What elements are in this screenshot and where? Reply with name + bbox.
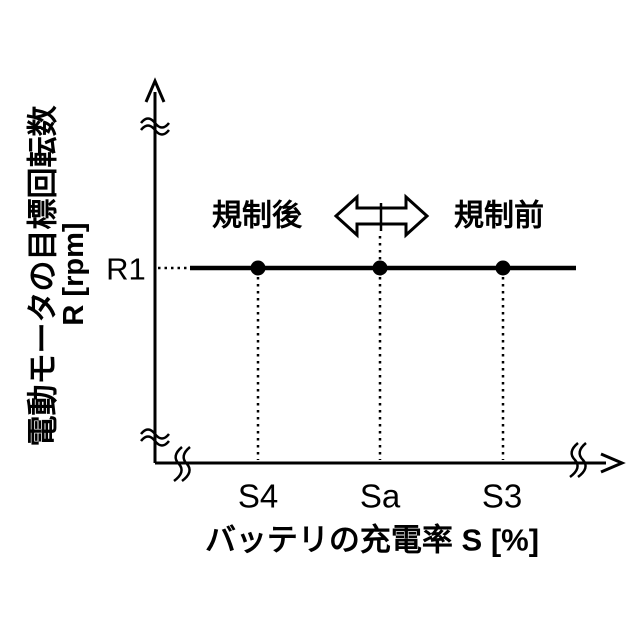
data-point-sa: [372, 260, 388, 276]
annotation-after-regulation: 規制後: [212, 200, 303, 233]
data-point-s3: [495, 260, 511, 276]
x-axis-title: バッテリの充電率 S [%]: [205, 523, 539, 558]
x-tick-label-sa: Sa: [360, 478, 401, 515]
x-axis-break-right: [569, 442, 587, 478]
annotation-before-regulation: 規制前: [454, 200, 544, 233]
y-axis-break-top: [140, 117, 170, 136]
y-axis-break-bottom: [140, 428, 170, 447]
y-tick-label-r1: R1: [106, 252, 146, 287]
x-tick-label-s4: S4: [238, 478, 278, 515]
x-axis-break-left: [173, 446, 191, 482]
x-tick-label-s3: S3: [482, 478, 522, 515]
y-axis-unit: R [rpm]: [58, 222, 90, 325]
x-axis-arrowhead-icon: [600, 452, 626, 474]
y-axis-arrowhead-icon: [144, 77, 166, 103]
y-axis-title: 電動モータの目標回転数: [26, 106, 61, 447]
data-point-s4: [250, 260, 266, 276]
